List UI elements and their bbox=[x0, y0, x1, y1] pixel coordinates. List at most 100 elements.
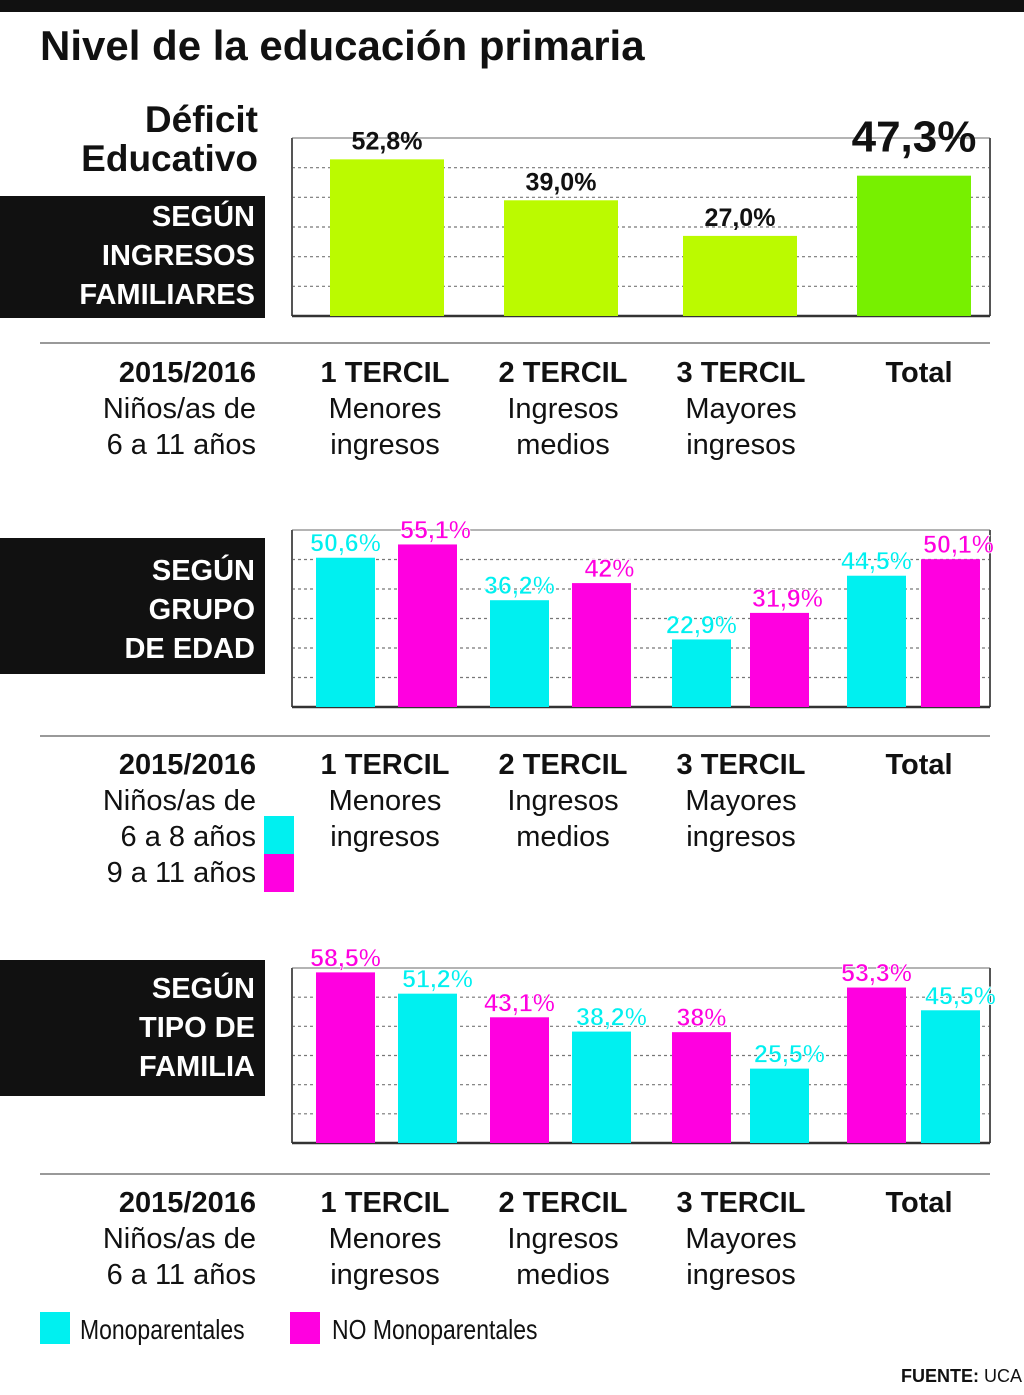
data-label: 38,2% bbox=[576, 1004, 647, 1032]
source-value: UCA bbox=[983, 1366, 1022, 1386]
box-line: TIPO DE bbox=[138, 1012, 255, 1044]
bar bbox=[398, 993, 457, 1143]
legend-swatch-6-8 bbox=[264, 816, 294, 854]
panel1-year-caption: 2015/2016 Niños/as de 6 a 11 años bbox=[16, 355, 256, 463]
category-sub: ingresos bbox=[686, 821, 796, 853]
category-name: 1 TERCIL bbox=[320, 749, 450, 781]
category-sub: medios bbox=[516, 821, 610, 853]
age-line: 6 a 11 años bbox=[106, 429, 256, 461]
box-line: FAMILIA bbox=[139, 1051, 255, 1083]
data-label: 58,5% bbox=[310, 944, 381, 972]
bar bbox=[316, 972, 375, 1143]
data-label: 50,1% bbox=[923, 531, 994, 559]
data-label: 31,9% bbox=[752, 585, 823, 613]
bar bbox=[490, 1017, 549, 1143]
bar bbox=[750, 612, 809, 707]
category-sub: ingresos bbox=[330, 1259, 440, 1291]
data-label: 47,3% bbox=[852, 113, 977, 162]
chart-subtitle: Déficit Educativo bbox=[0, 100, 258, 178]
panel2-year-caption: 2015/2016 Niños/as de 6 a 8 años 9 a 11 … bbox=[16, 747, 256, 891]
panel3-year-caption: 2015/2016 Niños/as de 6 a 11 años bbox=[16, 1185, 256, 1293]
category-name: Total bbox=[885, 749, 953, 781]
category-caption: Total bbox=[829, 355, 1009, 391]
bar bbox=[572, 583, 631, 707]
category-name: Total bbox=[885, 1187, 953, 1219]
box-line: SEGÚN bbox=[151, 555, 255, 587]
panel2-label-box: SEGÚN GRUPO DE EDAD bbox=[0, 538, 265, 674]
data-label: 50,6% bbox=[310, 530, 381, 558]
data-label: 55,1% bbox=[400, 516, 471, 544]
age-line: Niños/as de bbox=[102, 393, 256, 425]
bar bbox=[672, 1032, 731, 1143]
age-line: Niños/as de bbox=[102, 785, 256, 817]
category-sub: Ingresos bbox=[507, 785, 619, 817]
data-label: 44,5% bbox=[841, 548, 912, 576]
legend-swatch-nomono bbox=[290, 1312, 320, 1344]
category-sub: Mayores bbox=[685, 1223, 797, 1255]
category-caption: Total bbox=[829, 1185, 1009, 1221]
category-name: 1 TERCIL bbox=[320, 1187, 450, 1219]
category-sub: ingresos bbox=[686, 429, 796, 461]
bar bbox=[672, 639, 731, 707]
data-label: 53,3% bbox=[841, 960, 912, 988]
data-label: 36,2% bbox=[484, 572, 555, 600]
age-line: 9 a 11 años bbox=[106, 857, 256, 889]
bar bbox=[683, 235, 797, 316]
bar bbox=[921, 559, 980, 707]
category-sub: ingresos bbox=[686, 1259, 796, 1291]
box-line: SEGÚN bbox=[151, 973, 255, 1005]
year-label: 2015/2016 bbox=[118, 1187, 256, 1219]
subtitle-line: Educativo bbox=[81, 138, 258, 179]
bar bbox=[330, 159, 444, 316]
category-sub: Mayores bbox=[685, 393, 797, 425]
data-label: 27,0% bbox=[705, 204, 776, 232]
panel1-label-box: SEGÚN INGRESOS FAMILIARES bbox=[0, 196, 265, 318]
category-sub: Ingresos bbox=[507, 1223, 619, 1255]
box-line: DE EDAD bbox=[124, 633, 255, 665]
category-caption: 2 TERCIL Ingresos medios bbox=[473, 355, 653, 463]
legend-swatch-9-11 bbox=[264, 854, 294, 892]
bar bbox=[847, 575, 906, 707]
source-credit: FUENTE: UCA bbox=[901, 1366, 1022, 1387]
top-bar bbox=[0, 0, 1024, 12]
source-label: FUENTE: bbox=[900, 1366, 979, 1386]
category-sub: medios bbox=[516, 1259, 610, 1291]
category-name: 2 TERCIL bbox=[498, 1187, 628, 1219]
category-sub: Menores bbox=[328, 1223, 442, 1255]
data-label: 45,5% bbox=[925, 982, 996, 1010]
category-name: 1 TERCIL bbox=[320, 357, 450, 389]
box-line: INGRESOS bbox=[101, 240, 255, 272]
category-sub: ingresos bbox=[330, 821, 440, 853]
bar bbox=[316, 557, 375, 707]
category-sub: Ingresos bbox=[507, 393, 619, 425]
data-label: 39,0% bbox=[526, 168, 597, 196]
category-name: 3 TERCIL bbox=[676, 357, 806, 389]
page-title: Nivel de la educación primaria bbox=[40, 22, 645, 69]
data-label: 42% bbox=[584, 555, 634, 583]
category-sub: ingresos bbox=[330, 429, 440, 461]
year-label: 2015/2016 bbox=[118, 357, 256, 389]
divider bbox=[40, 735, 990, 737]
category-sub: Menores bbox=[328, 785, 442, 817]
category-name: 2 TERCIL bbox=[498, 749, 628, 781]
bar bbox=[398, 544, 457, 707]
category-caption: Total bbox=[829, 747, 1009, 783]
age-line: Niños/as de bbox=[102, 1223, 256, 1255]
data-label: 22,9% bbox=[666, 611, 737, 639]
age-line: 6 a 8 años bbox=[120, 821, 256, 853]
category-caption: 2 TERCIL Ingresos medios bbox=[473, 747, 653, 855]
year-label: 2015/2016 bbox=[118, 749, 256, 781]
category-name: 3 TERCIL bbox=[676, 749, 806, 781]
category-caption: 2 TERCIL Ingresos medios bbox=[473, 1185, 653, 1293]
category-caption: 1 TERCIL Menores ingresos bbox=[295, 747, 475, 855]
data-label: 25,5% bbox=[754, 1041, 825, 1069]
panel3-label-box: SEGÚN TIPO DE FAMILIA bbox=[0, 960, 265, 1096]
box-line: FAMILIARES bbox=[79, 279, 255, 311]
subtitle-line: Déficit bbox=[144, 99, 258, 140]
bar bbox=[490, 600, 549, 707]
bar bbox=[847, 987, 906, 1143]
box-line: GRUPO bbox=[148, 594, 255, 626]
bar bbox=[921, 1010, 980, 1143]
bar bbox=[572, 1031, 631, 1143]
